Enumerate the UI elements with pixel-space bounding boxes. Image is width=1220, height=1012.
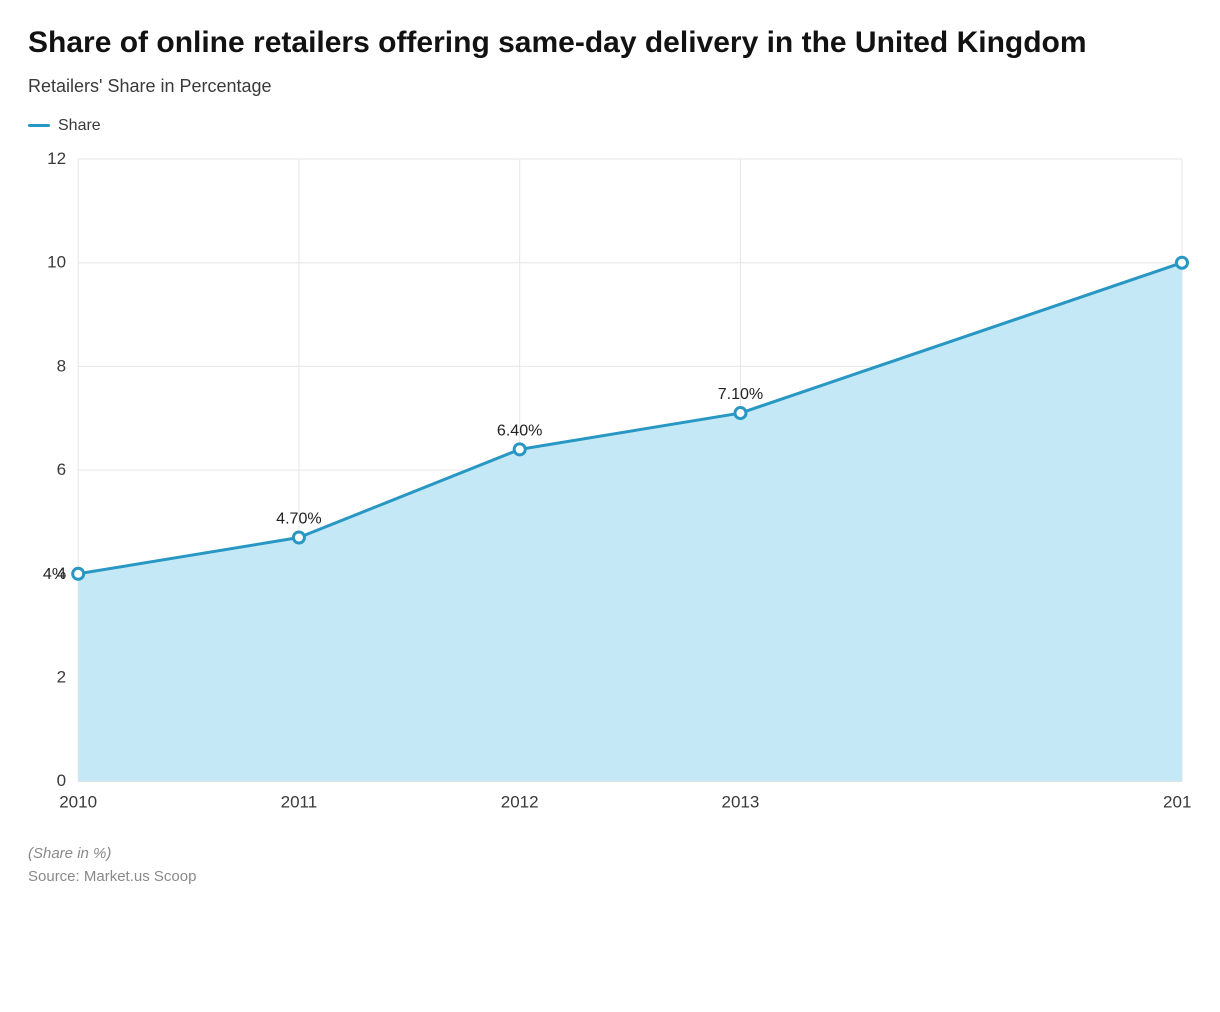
x-tick-label: 2012 [501,792,539,811]
chart-source: Source: Market.us Scoop [28,868,1192,885]
x-tick-label: 2015 [1163,792,1192,811]
legend: Share [28,117,1192,135]
data-point-label: 6.40% [497,421,543,439]
x-tick-label: 2011 [281,792,318,811]
x-tick-label: 2010 [59,792,97,811]
y-tick-label: 12 [47,149,66,168]
data-point-marker [514,443,525,454]
y-tick-label: 2 [57,667,66,686]
area-fill [78,262,1182,780]
data-point-marker [293,531,304,542]
area-chart: 024681012201020112012201320154%4.70%6.40… [28,149,1192,831]
data-point-label: 7.10% [718,385,764,403]
y-tick-label: 10 [47,252,66,271]
y-tick-label: 0 [57,771,66,790]
chart-area: 024681012201020112012201320154%4.70%6.40… [28,149,1192,831]
y-tick-label: 8 [57,356,66,375]
data-point-marker [735,407,746,418]
data-point-marker [73,568,84,579]
x-tick-label: 2013 [721,792,759,811]
data-point-marker [1176,257,1187,268]
chart-subtitle: Retailers' Share in Percentage [28,76,1192,97]
chart-title: Share of online retailers offering same-… [28,24,1128,62]
legend-swatch [28,124,50,127]
legend-label: Share [58,117,101,135]
y-tick-label: 6 [57,460,66,479]
data-point-label: 4.70% [276,509,322,527]
chart-footnote: (Share in %) [28,845,1192,862]
data-point-label: 4% [43,564,66,582]
